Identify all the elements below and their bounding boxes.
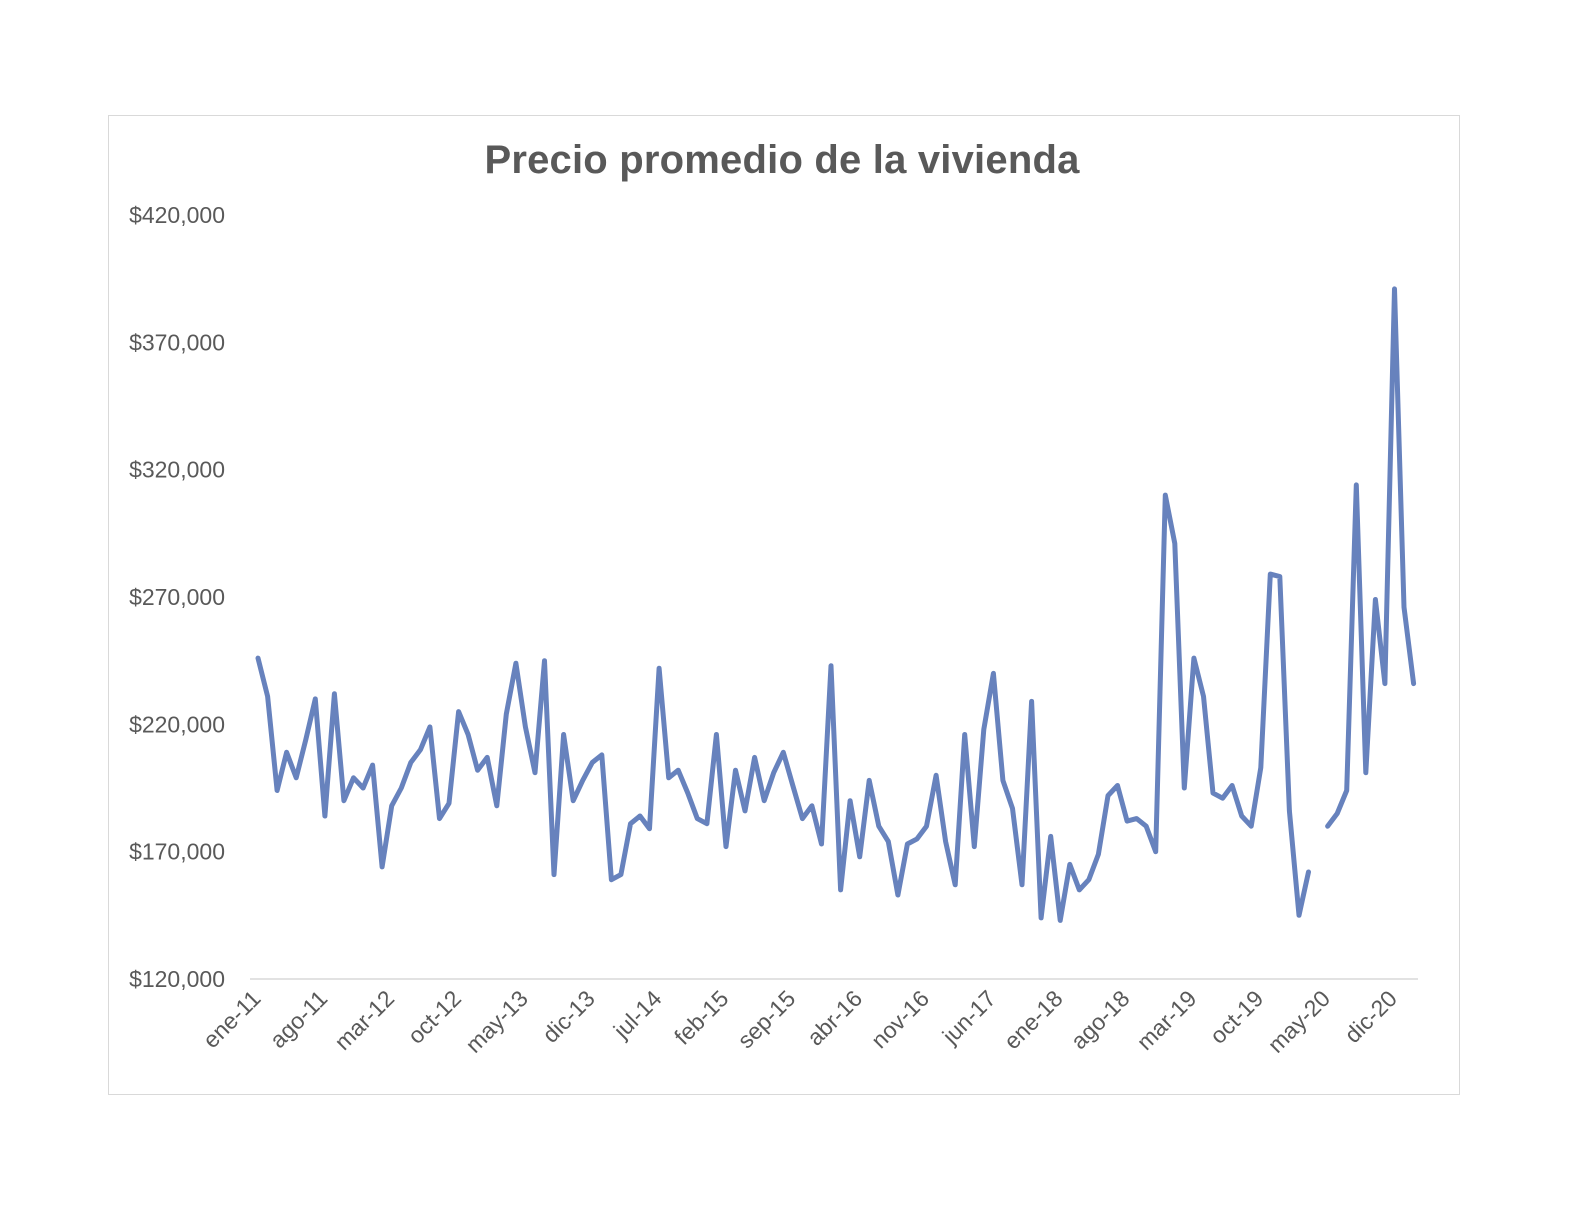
x-tick-label: ago-18 bbox=[1066, 985, 1135, 1054]
y-tick-label: $120,000 bbox=[129, 966, 225, 992]
y-tick-label: $270,000 bbox=[129, 584, 225, 610]
series-group bbox=[255, 286, 1417, 923]
x-tick-label: ago-11 bbox=[265, 985, 333, 1053]
x-tick-label: ene-18 bbox=[999, 985, 1068, 1054]
chart-frame bbox=[108, 115, 1460, 1095]
x-tick-label: dic-13 bbox=[537, 985, 600, 1048]
y-tick-label: $320,000 bbox=[129, 457, 225, 483]
y-axis-ticks: $120,000 $170,000 $220,000 $270,000 $320,000… bbox=[129, 202, 225, 992]
x-tick-label: feb-15 bbox=[669, 985, 734, 1050]
x-tick-label: nov-16 bbox=[866, 985, 934, 1053]
x-tick-label: jul-14 bbox=[608, 985, 667, 1044]
x-tick-label: mar-19 bbox=[1132, 985, 1202, 1055]
chart-title: Precio promedio de la vivienda bbox=[484, 138, 1080, 182]
series-line bbox=[1325, 286, 1417, 829]
x-tick-label: ene-11 bbox=[198, 985, 266, 1053]
x-tick-label: dic-20 bbox=[1339, 985, 1402, 1048]
y-tick-label: $170,000 bbox=[129, 839, 225, 865]
y-tick-label: $220,000 bbox=[129, 711, 225, 737]
x-tick-label: oct-19 bbox=[1205, 985, 1269, 1049]
x-tick-label: mar-12 bbox=[329, 985, 399, 1055]
x-tick-label: abr-16 bbox=[802, 985, 867, 1050]
x-tick-label: sep-15 bbox=[732, 985, 800, 1053]
series-line bbox=[255, 492, 1311, 923]
x-tick-label: jun-17 bbox=[937, 985, 1001, 1049]
y-tick-label: $420,000 bbox=[129, 202, 225, 228]
x-tick-label: may-13 bbox=[460, 985, 533, 1058]
x-tick-label: oct-12 bbox=[402, 985, 466, 1049]
y-tick-label: $370,000 bbox=[129, 329, 225, 355]
x-tick-label: may-20 bbox=[1263, 985, 1336, 1058]
